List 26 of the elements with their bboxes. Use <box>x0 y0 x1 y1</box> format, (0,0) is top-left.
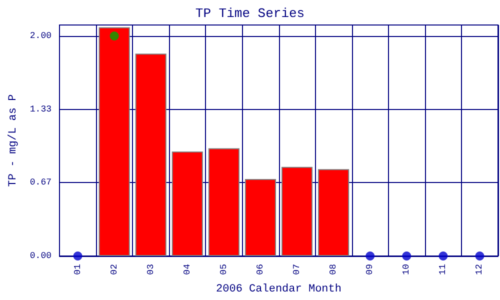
x-tick-label: 07 <box>292 264 302 275</box>
bar <box>318 169 350 256</box>
bar <box>208 148 240 256</box>
x-tick-label: 05 <box>218 264 229 275</box>
y-tick-label: 0.67 <box>30 178 52 188</box>
x-tick-label: 08 <box>328 264 339 275</box>
x-tick-label: 09 <box>365 264 376 275</box>
bar <box>281 166 313 256</box>
chart-title: TP Time Series <box>195 6 305 21</box>
y-tick-label: 0.00 <box>30 251 52 261</box>
x-tick-label: 01 <box>72 264 83 275</box>
bar <box>244 179 276 256</box>
x-axis-title: 2006 Calendar Month <box>216 284 342 296</box>
bar <box>135 54 166 256</box>
y-tick-label: 1.33 <box>30 104 52 114</box>
x-tick-label: 12 <box>474 264 485 275</box>
bar <box>172 152 203 256</box>
x-tick-label: 10 <box>402 264 412 275</box>
bar <box>98 27 130 256</box>
y-axis-title: TP - mg/L as P <box>8 94 20 187</box>
x-tick-label: 11 <box>438 264 448 275</box>
x-tick-label: 02 <box>109 264 120 275</box>
x-tick-label: 06 <box>255 264 266 275</box>
x-tick-label: 03 <box>146 264 156 275</box>
x-tick-label: 04 <box>182 264 192 275</box>
y-tick-label: 2.00 <box>30 31 52 41</box>
